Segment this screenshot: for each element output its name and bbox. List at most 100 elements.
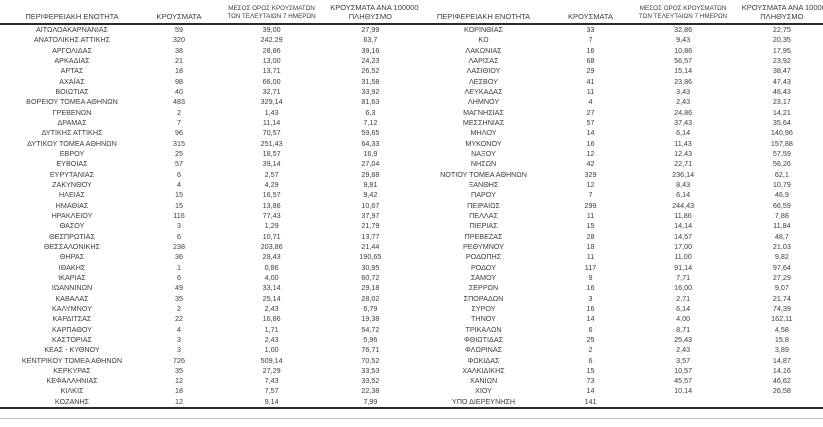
avg7-cell: 9,14 — [264, 396, 279, 406]
cases-cell: 141 — [584, 396, 597, 406]
table-row: ΜΑΓΝΗΣΙΑΣ 27 24,86 14,21 — [412, 108, 823, 118]
table-row: ΣΑΜΟΥ 9 7,71 27,29 — [412, 273, 823, 283]
table-row: ΜΕΣΣΗΝΙΑΣ 57 37,43 35,64 — [412, 118, 823, 128]
cases-cell: 16 — [586, 45, 595, 55]
table-row: ΝΗΣΩΝ 42 22,71 56,26 — [412, 159, 823, 169]
table-row: ΛΑΣΙΘΙΟΥ 29 15,14 38,47 — [412, 66, 823, 76]
table-header: ΠΕΡΙΦΕΡΕΙΑΚΗ ΕΝΟΤΗΤΑ ΚΡΟΥΣΜΑΤΑ ΜΕΣΟΣ ΟΡΟ… — [411, 3, 823, 25]
per100k-cell: 28,02 — [361, 293, 380, 303]
per100k-cell: 19,38 — [361, 314, 380, 324]
region-cell: ΣΕΡΡΩΝ — [468, 283, 499, 293]
avg7-cell: 13,71 — [262, 66, 281, 76]
table-row: ΞΑΝΘΗΣ 12 8,43 10,79 — [412, 180, 823, 190]
region-cell: ΛΑΚΩΝΙΑΣ — [465, 45, 502, 55]
per100k-cell: 14,87 — [772, 355, 791, 365]
region-cell: ΔΥΤΙΚΟΥ ΤΟΜΕΑ ΑΘΗΝΩΝ — [27, 138, 117, 148]
avg7-cell: 2,43 — [264, 303, 279, 313]
table-header: ΠΕΡΙΦΕΡΕΙΑΚΗ ΕΝΟΤΗΤΑ ΚΡΟΥΣΜΑΤΑ ΜΕΣΟΣ ΟΡΟ… — [0, 3, 419, 25]
table-row: ΚΑΣΤΟΡΙΑΣ 3 2,43 5,96 — [0, 335, 412, 345]
table-row: ΤΗΝΟΥ 14 4,00 162,11 — [412, 314, 823, 324]
avg7-cell: 16,86 — [262, 314, 281, 324]
table-row: ΧΙΟΥ 14 10,14 26,58 — [412, 386, 823, 396]
avg7-cell: 6,14 — [676, 190, 691, 200]
cases-cell: 117 — [584, 262, 597, 272]
region-cell: ΕΒΡΟΥ — [59, 148, 85, 158]
region-cell: ΠΑΡΟΥ — [471, 190, 496, 200]
per100k-cell: 21,03 — [772, 241, 791, 251]
per100k-cell: 26,52 — [361, 66, 380, 76]
cases-cell: 2 — [588, 345, 593, 355]
cases-cell: 18 — [174, 66, 183, 76]
table-row: ΚΑΡΔΙΤΣΑΣ 22 16,86 19,38 — [0, 314, 412, 324]
cases-cell: 18 — [586, 241, 595, 251]
table-row: ΜΗΛΟΥ 14 6,14 140,96 — [412, 128, 823, 138]
avg7-cell: 329,14 — [260, 97, 283, 107]
cases-cell: 4 — [176, 179, 181, 189]
region-cell: ΤΗΝΟΥ — [471, 314, 496, 324]
column-header-region: ΠΕΡΙΦΕΡΕΙΑΚΗ ΕΝΟΤΗΤΑ — [411, 3, 556, 25]
per100k-cell: 54,72 — [361, 324, 380, 334]
per100k-cell: 6,3 — [365, 107, 376, 117]
cases-cell: 7 — [588, 190, 593, 200]
table-row: ΦΩΚΙΔΑΣ 6 3,57 14,87 — [412, 356, 823, 366]
per100k-cell: 7,88 — [774, 210, 789, 220]
region-cell: ΔΥΤΙΚΗΣ ΑΤΤΙΚΗΣ — [41, 128, 103, 138]
cases-cell: 40 — [174, 86, 183, 96]
cases-cell: 11 — [586, 210, 595, 220]
cases-cell: 6 — [588, 324, 593, 334]
avg7-cell: 4,00 — [264, 272, 279, 282]
table-row: ΦΛΩΡΙΝΑΣ 2 2,43 3,89 — [412, 345, 823, 355]
table-row: ΑΡΓΟΛΙΔΑΣ 38 28,86 39,16 — [0, 46, 412, 56]
table-row: ΚΑΛΥΜΝΟΥ 2 2,43 6,79 — [0, 304, 412, 314]
avg7-cell: 15,14 — [674, 66, 693, 76]
avg7-cell: 13,86 — [262, 200, 281, 210]
avg7-cell: 14,57 — [674, 231, 693, 241]
cases-cell: 96 — [174, 128, 183, 138]
cases-cell: 7 — [588, 35, 593, 45]
avg7-cell: 242,29 — [260, 35, 283, 45]
table-row: ΡΕΘΥΜΝΟΥ 18 17,00 21,03 — [412, 242, 823, 252]
cases-cell: 4 — [176, 324, 181, 334]
cases-cell: 12 — [174, 376, 183, 386]
avg7-cell: 236,14 — [672, 169, 695, 179]
per100k-cell: 10,79 — [772, 179, 791, 189]
cases-cell: 16 — [586, 303, 595, 313]
table-row: ΔΥΤΙΚΟΥ ΤΟΜΕΑ ΑΘΗΝΩΝ 315 251,43 64,33 — [0, 139, 412, 149]
cases-cell: 12 — [586, 148, 595, 158]
cases-cell: 320 — [172, 35, 185, 45]
region-cell: ΧΑΝΙΩΝ — [469, 376, 498, 386]
avg7-cell: 3,43 — [676, 86, 691, 96]
region-cell: ΗΡΑΚΛΕΙΟΥ — [51, 210, 93, 220]
avg7-cell: 11,86 — [674, 210, 692, 220]
avg7-cell: 10,57 — [674, 365, 693, 375]
region-cell: ΑΙΤΩΛΟΑΚΑΡΝΑΝΙΑΣ — [35, 25, 109, 34]
table-row: ΣΠΟΡΑΔΩΝ 3 2,71 21,74 — [412, 294, 823, 304]
table-row: ΡΟΔΟΠΗΣ 11 11,00 9,82 — [412, 252, 823, 262]
table-row: ΒΟΙΩΤΙΑΣ 40 32,71 33,92 — [0, 87, 412, 97]
region-cell: ΚΕΝΤΡΙΚΟΥ ΤΟΜΕΑ ΑΘΗΝΩΝ — [21, 355, 123, 365]
cases-cell: 2 — [176, 107, 181, 117]
cases-cell: 14 — [586, 314, 595, 324]
region-cell: ΜΑΓΝΗΣΙΑΣ — [463, 107, 504, 117]
region-cell: ΣΑΜΟΥ — [470, 272, 497, 282]
avg7-cell: 7,71 — [676, 272, 691, 282]
avg7-cell: 509,14 — [260, 355, 283, 365]
table-row: ΚΕΡΚΥΡΑΣ 35 27,29 33,53 — [0, 366, 412, 376]
table-row: ΚΕΦΑΛΛΗΝΙΑΣ 12 7,43 33,52 — [0, 376, 412, 386]
avg7-cell: 11,14 — [262, 117, 281, 127]
regional-table-left: ΠΕΡΙΦΕΡΕΙΑΚΗ ΕΝΟΤΗΤΑ ΚΡΟΥΣΜΑΤΑ ΜΕΣΟΣ ΟΡΟ… — [0, 3, 419, 410]
table-row: ΑΝΑΤΟΛΙΚΗΣ ΑΤΤΙΚΗΣ 320 242,29 63,7 — [0, 35, 412, 45]
avg7-cell: 25,14 — [262, 293, 281, 303]
region-cell: ΚΕΦΑΛΛΗΝΙΑΣ — [46, 376, 98, 386]
avg7-cell: 2,71 — [676, 293, 691, 303]
cases-cell: 726 — [172, 355, 185, 365]
avg7-cell: 27,29 — [262, 365, 281, 375]
per100k-cell: 21,74 — [772, 293, 791, 303]
avg7-cell: 66,00 — [262, 76, 281, 86]
cases-cell: 57 — [586, 117, 595, 127]
per100k-cell: 17,95 — [772, 45, 791, 55]
per100k-cell: 60,72 — [361, 272, 380, 282]
table-row: ΝΑΞΟΥ 12 12,43 57,59 — [412, 149, 823, 159]
per100k-cell: 140,96 — [770, 128, 793, 138]
avg7-cell: 1,71 — [264, 324, 279, 334]
